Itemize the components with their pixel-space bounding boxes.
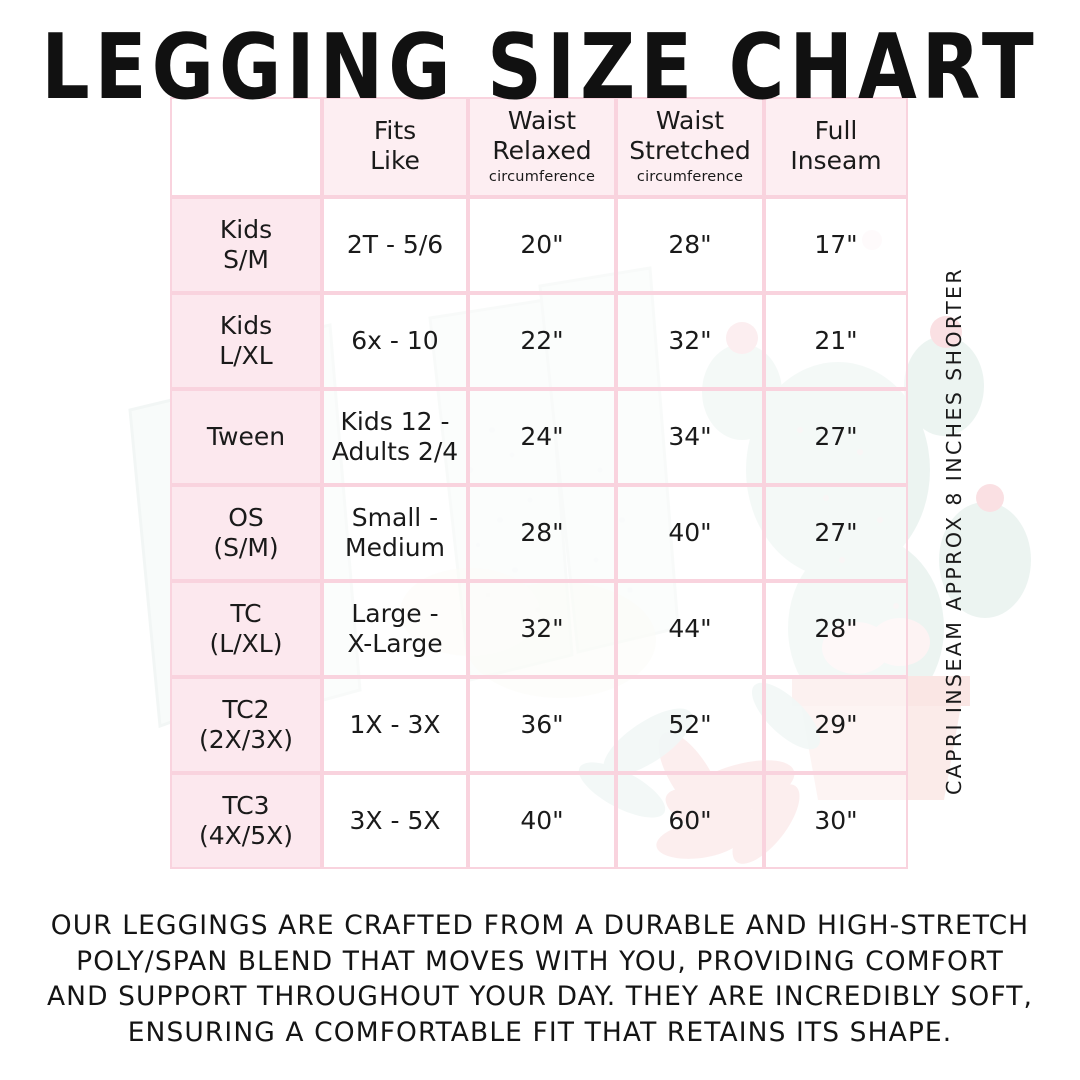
cell-fits-like: 2T - 5/6 [322,197,468,293]
cell-waist-stretched: 32" [616,293,764,389]
size-line2: (L/XL) [209,629,283,658]
fits-line1: 6x - 10 [351,325,439,355]
cell-full-inseam: 17" [764,197,908,293]
table-row: TC (L/XL) Large - X-Large 32" 44" 28" [170,581,908,677]
header-line2: Relaxed [492,136,592,166]
size-line1: Kids [219,214,273,244]
footer-line-3: AND SUPPORT THROUGHOUT YOUR DAY. THEY AR… [46,981,1034,1012]
cell-full-inseam: 29" [764,677,908,773]
corner-blank-cell [170,97,322,197]
fits-line2: X-Large [347,629,443,658]
cell-waist-stretched: 28" [616,197,764,293]
header-line1: Full [814,115,858,145]
fits-line1: Kids 12 - [340,406,450,436]
size-line1: OS [228,502,264,532]
cell-fits-like: Large - X-Large [322,581,468,677]
cell-fits-like: Kids 12 - Adults 2/4 [322,389,468,485]
cell-waist-stretched: 44" [616,581,764,677]
table-header-row: Fits Like Waist Relaxed circumference Wa… [170,97,908,197]
cell-fits-like: Small - Medium [322,485,468,581]
header-subtext: circumference [636,168,744,185]
cell-waist-relaxed: 40" [468,773,616,869]
table-row: OS (S/M) Small - Medium 28" 40" 27" [170,485,908,581]
fits-line1: 2T - 5/6 [346,229,444,259]
page-title: LEGGING SIZE CHART [41,14,1039,120]
cell-waist-relaxed: 28" [468,485,616,581]
column-header-waist-stretched: Waist Stretched circumference [616,97,764,197]
cell-full-inseam: 27" [764,389,908,485]
size-line2: (2X/3X) [199,725,293,754]
cell-full-inseam: 28" [764,581,908,677]
table-row: TC2 (2X/3X) 1X - 3X 36" 52" 29" [170,677,908,773]
cell-waist-relaxed: 36" [468,677,616,773]
cell-waist-stretched: 60" [616,773,764,869]
footer-description: OUR LEGGINGS ARE CRAFTED FROM A DURABLE … [0,908,1080,1050]
cell-waist-relaxed: 22" [468,293,616,389]
table-row: Tween Kids 12 - Adults 2/4 24" 34" 27" [170,389,908,485]
size-line2: (4X/5X) [199,821,293,850]
footer-line-4: ENSURING A COMFORTABLE FIT THAT RETAINS … [127,1016,953,1048]
fits-line2: Medium [345,533,445,562]
fits-line1: 1X - 3X [349,709,441,739]
cell-waist-relaxed: 24" [468,389,616,485]
column-header-fits-like: Fits Like [322,97,468,197]
table-row: Kids L/XL 6x - 10 22" 32" 21" [170,293,908,389]
fits-line1: 3X - 5X [349,805,441,835]
cell-waist-stretched: 40" [616,485,764,581]
size-line2: S/M [223,245,269,274]
row-label-size: Kids L/XL [170,293,322,389]
row-label-size: TC2 (2X/3X) [170,677,322,773]
header-line2: Like [370,146,420,175]
column-header-waist-relaxed: Waist Relaxed circumference [468,97,616,197]
row-label-size: Kids S/M [170,197,322,293]
size-line2: L/XL [219,341,273,370]
fits-line1: Large - [351,598,439,628]
fits-line2: Adults 2/4 [331,437,459,466]
row-label-size: TC3 (4X/5X) [170,773,322,869]
fits-line1: Small - [351,502,439,532]
header-subtext: circumference [488,168,596,185]
capri-inseam-note: CAPRI INSEAM APPROX 8 INCHES SHORTER [936,248,972,814]
table-row: Kids S/M 2T - 5/6 20" 28" 17" [170,197,908,293]
header-line1: Waist [655,105,725,135]
row-label-size: TC (L/XL) [170,581,322,677]
table-row: TC3 (4X/5X) 3X - 5X 40" 60" 30" [170,773,908,869]
cell-full-inseam: 27" [764,485,908,581]
header-line2: Inseam [790,146,882,175]
size-line2: (S/M) [213,533,279,562]
header-line1: Fits [373,115,417,145]
cell-fits-like: 6x - 10 [322,293,468,389]
header-line2: Stretched [629,136,751,166]
cell-fits-like: 3X - 5X [322,773,468,869]
size-line1: TC2 [222,694,270,724]
header-line1: Waist [507,105,577,135]
size-line1: TC3 [222,790,270,820]
size-line1: Kids [219,310,273,340]
legging-size-chart-table: Fits Like Waist Relaxed circumference Wa… [170,97,908,869]
cell-waist-relaxed: 20" [468,197,616,293]
size-line1: Tween [206,421,286,451]
row-label-size: Tween [170,389,322,485]
size-line1: TC [230,598,262,628]
cell-waist-stretched: 52" [616,677,764,773]
footer-line-2: POLY/SPAN BLEND THAT MOVES WITH YOU, PRO… [76,945,1004,977]
column-header-full-inseam: Full Inseam [764,97,908,197]
cell-waist-relaxed: 32" [468,581,616,677]
cell-full-inseam: 30" [764,773,908,869]
footer-line-1: OUR LEGGINGS ARE CRAFTED FROM A DURABLE … [50,910,1030,941]
cell-full-inseam: 21" [764,293,908,389]
cell-waist-stretched: 34" [616,389,764,485]
cell-fits-like: 1X - 3X [322,677,468,773]
capri-inseam-note-text: CAPRI INSEAM APPROX 8 INCHES SHORTER [942,266,966,796]
row-label-size: OS (S/M) [170,485,322,581]
